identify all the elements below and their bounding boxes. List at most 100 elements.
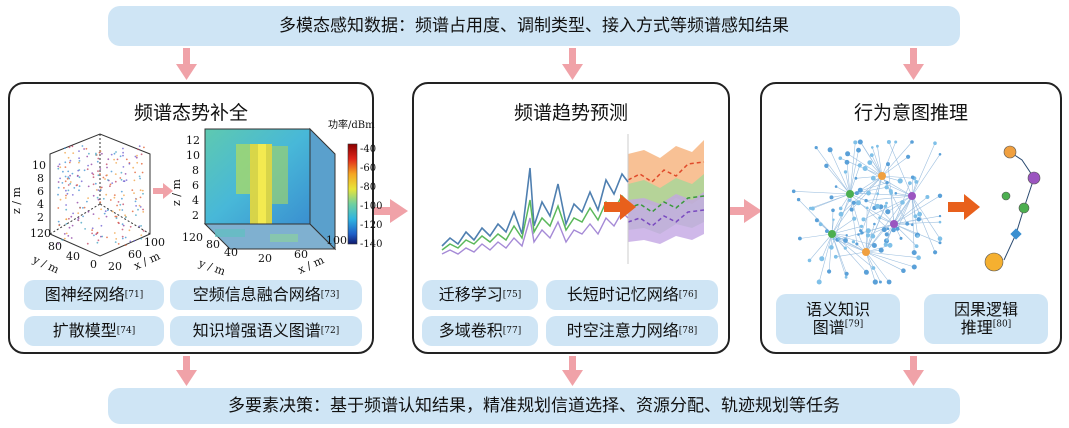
graph-node <box>844 271 849 276</box>
graph-node <box>851 200 856 205</box>
graph-edge <box>888 141 913 197</box>
scatter-dot <box>97 157 100 160</box>
graph-edge <box>911 143 936 197</box>
scatter-dot <box>79 207 81 209</box>
graph-node <box>814 218 819 223</box>
scatter-dot <box>59 166 62 169</box>
graph-node <box>937 193 943 198</box>
scatter-dot <box>140 225 143 227</box>
graph-node <box>829 245 834 250</box>
graph-hub-node <box>846 190 854 198</box>
graph-node <box>875 203 880 209</box>
graph-node <box>844 275 848 279</box>
scatter-dot <box>90 163 93 166</box>
graph-node <box>831 208 835 213</box>
scatter-dot <box>97 239 100 242</box>
graph-node <box>937 236 943 241</box>
map-tick-y: 80 <box>206 238 220 251</box>
graph-edge <box>881 175 915 179</box>
scatter-dot <box>119 177 122 179</box>
scatter-dot <box>95 233 98 236</box>
scatter-tick-y: 80 <box>48 240 62 253</box>
graph-node <box>894 192 898 195</box>
scatter-dot <box>102 176 105 179</box>
heatmap-3d-plot: 功率/dBm -40 -60 -80 -100 -120 -140 z / m … <box>170 118 382 278</box>
graph-node <box>901 268 906 273</box>
map-tick-x: 60 <box>294 248 308 261</box>
graph-node <box>908 181 912 185</box>
graph-node <box>827 147 833 153</box>
panel-prediction: 频谱趋势预测 迁移学习 [75] 长短时记忆网络 [76] 多域卷积 [77] 时空注… <box>412 82 730 354</box>
graph-node <box>796 197 801 202</box>
scatter-dot <box>93 234 95 237</box>
scatter-dot <box>57 220 60 223</box>
scatter-tick-z: 4 <box>37 198 44 211</box>
tag-semantic-kg: 语义知识 图谱[79] <box>776 294 900 344</box>
scatter-dot <box>98 151 101 154</box>
scatter-dot <box>111 210 114 213</box>
colorbar-title: 功率/dBm <box>328 118 375 131</box>
knowledge-graph <box>791 139 1041 285</box>
graph-node <box>881 227 887 233</box>
colorbar-tick: -120 <box>360 220 382 231</box>
tag-text: 长短时记忆网络 <box>566 284 679 304</box>
scatter-dot <box>57 242 60 245</box>
graph-node <box>865 228 871 234</box>
scatter-dot <box>106 174 108 177</box>
graph-node <box>895 226 900 231</box>
graph-edge <box>799 233 833 239</box>
scatter-dot <box>138 225 141 228</box>
graph-node <box>864 198 868 203</box>
graph-edge <box>877 146 883 177</box>
scatter-dot <box>69 181 72 183</box>
scatter-dot <box>143 146 145 149</box>
scatter-dot <box>128 229 131 232</box>
scatter-dot <box>78 189 80 192</box>
scatter-dot <box>86 155 89 158</box>
bottom-banner-text: 多要素决策：基于频谱认知结果，精准规划信道选择、资源分配、轨迹规划等任务 <box>228 395 840 416</box>
panel-intent-title: 行为意图推理 <box>853 102 968 124</box>
scatter-dot <box>134 155 137 158</box>
graph-edge <box>887 195 913 212</box>
scatter-dot <box>65 232 68 235</box>
scatter-dot <box>87 197 89 199</box>
graph-edge <box>833 238 867 253</box>
scatter-dot <box>122 224 125 227</box>
graph-node <box>825 229 829 234</box>
graph-node <box>837 237 841 241</box>
graph-node <box>872 279 878 285</box>
scatter-tick-x: 100 <box>144 236 165 249</box>
scatter-dot <box>57 165 60 168</box>
map-tick-z: 4 <box>192 194 199 207</box>
scatter-tick-z: 10 <box>32 159 46 172</box>
scatter-dot <box>110 153 113 156</box>
graph-edge <box>886 195 913 235</box>
graph-edge <box>865 251 876 283</box>
graph-node <box>838 206 843 211</box>
graph-edge <box>865 251 915 268</box>
graph-node <box>878 280 882 284</box>
scatter-dot <box>96 196 99 199</box>
graph-node <box>861 217 866 222</box>
scatter-dot <box>114 241 117 244</box>
scatter-dot <box>135 214 137 217</box>
scatter-dot <box>99 173 101 175</box>
map-tick-x: 100 <box>326 234 347 247</box>
graph-node <box>914 244 919 249</box>
scatter-dot <box>134 200 137 203</box>
scatter-dot <box>106 166 108 169</box>
scatter-dot <box>58 224 61 227</box>
graph-node <box>857 233 860 236</box>
tag-transfer: 迁移学习 [75] <box>422 280 538 310</box>
scatter-dot <box>119 203 122 206</box>
tag-ref: [76] <box>678 289 698 300</box>
graph-edge <box>877 206 895 225</box>
scatter-dot <box>118 222 120 225</box>
graph-edge <box>847 153 883 177</box>
panel-prediction-title: 频谱趋势预测 <box>513 102 628 124</box>
scatter-dot <box>64 166 67 168</box>
scatter-dot <box>61 239 64 241</box>
scatter-dot <box>85 147 88 150</box>
scatter-dot <box>124 214 126 217</box>
map-tick-y: 40 <box>224 246 238 259</box>
